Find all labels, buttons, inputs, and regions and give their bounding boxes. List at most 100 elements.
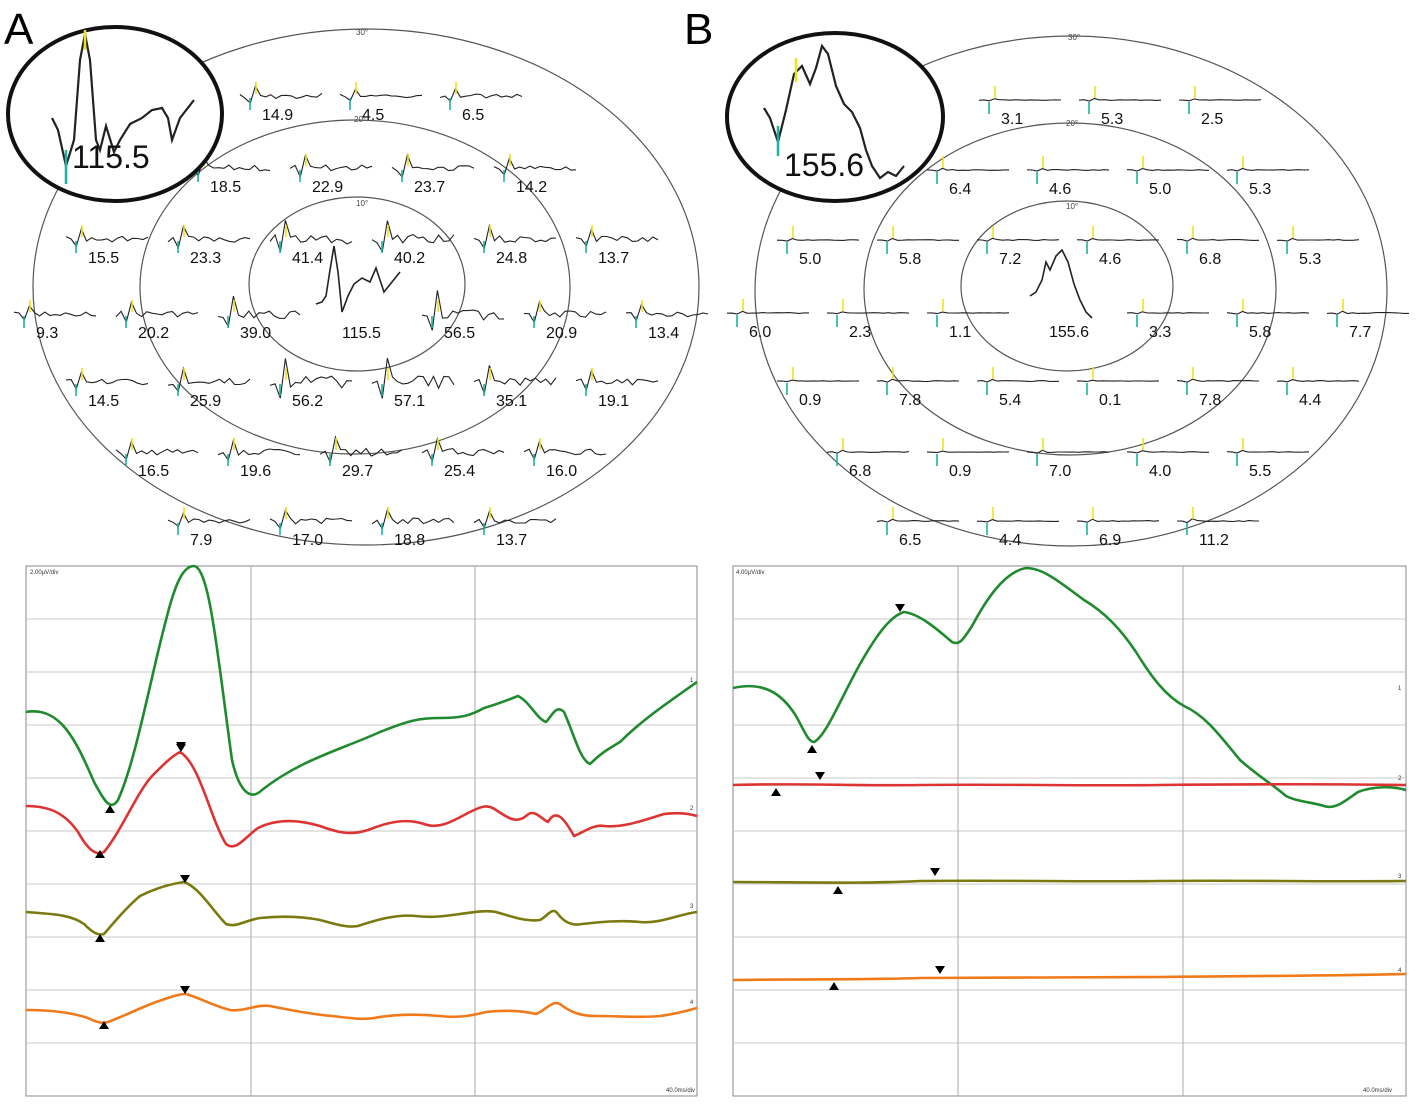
response-value: 4.4 <box>999 532 1021 549</box>
response-cell: 15.5 <box>65 225 149 267</box>
response-value: 5.3 <box>1101 111 1123 128</box>
response-cell: 6.8 <box>826 438 910 480</box>
response-value: 35.1 <box>496 393 527 410</box>
response-waveform <box>13 304 97 321</box>
response-waveform <box>1277 237 1360 242</box>
response-value: 4.5 <box>362 107 384 124</box>
response-waveform <box>115 300 199 324</box>
time-scale: 40.0ms/div <box>1363 1088 1392 1094</box>
response-value: 5.0 <box>799 251 821 268</box>
panel-b-field-map: 30° 20° 10° 3.1 5.3 2.5 6.4 4.6 5.0 5.3 5.0 5.8 7… <box>726 33 1409 549</box>
trough-marker <box>807 745 817 753</box>
response-value: 13.4 <box>648 325 679 342</box>
response-waveform <box>473 509 557 530</box>
ring-label-30: 30° <box>1068 33 1080 42</box>
response-value: 11.2 <box>1199 532 1229 549</box>
response-cell: 7.0 <box>1026 438 1110 480</box>
response-waveform <box>167 511 251 528</box>
response-cell: 11.2 <box>1176 507 1260 549</box>
response-value: 18.5 <box>210 179 241 196</box>
response-value: 4.6 <box>1049 181 1071 198</box>
response-cell: 4.6 <box>1077 226 1160 268</box>
response-waveform <box>1029 248 1093 319</box>
response-value: 115.5 <box>342 325 381 342</box>
ring-20deg <box>863 122 1277 456</box>
response-waveform <box>1076 379 1160 383</box>
response-value: 5.4 <box>999 392 1021 409</box>
trough-marker <box>95 934 105 942</box>
response-cell: 7.9 <box>167 507 251 549</box>
response-waveform <box>1226 449 1310 454</box>
response-cell: 5.4 <box>976 367 1060 409</box>
response-cell: 56.2 <box>269 358 353 410</box>
response-waveform <box>1177 237 1260 242</box>
response-waveform <box>319 435 403 465</box>
response-waveform <box>1176 378 1260 383</box>
response-value: 16.5 <box>138 463 169 480</box>
response-value: 7.0 <box>1049 463 1071 480</box>
response-value: 20.2 <box>138 325 169 342</box>
response-value: 22.9 <box>312 179 343 196</box>
response-value: 14.9 <box>262 107 293 124</box>
response-value: 9.3 <box>36 325 58 342</box>
response-cell: 6.4 <box>926 156 1009 198</box>
response-waveform <box>167 366 251 393</box>
response-cell: 5.8 <box>877 226 959 268</box>
response-waveform <box>339 88 423 102</box>
panel-a: A 30° 20° 10° 14.9 4.5 6.5 18.5 22.9 23.7 14.2… <box>4 5 709 1097</box>
ring-20deg <box>139 119 571 455</box>
response-waveform <box>1276 379 1360 383</box>
zoom-bubble-waveform <box>763 43 905 180</box>
response-cell: 2.5 <box>1178 86 1262 128</box>
response-cell: 5.3 <box>1078 86 1162 128</box>
response-cell: 13.4 <box>625 300 709 342</box>
response-waveform <box>421 290 505 331</box>
panel-a-zoom-bubble: 115.5 <box>6 25 224 203</box>
response-waveform <box>1176 518 1260 524</box>
response-value: 0.9 <box>799 392 821 409</box>
response-waveform <box>269 220 353 253</box>
response-waveform <box>926 167 1009 172</box>
response-waveform <box>391 153 475 179</box>
response-cell: 14.5 <box>65 368 149 410</box>
response-cell: 41.4 <box>269 220 353 267</box>
response-waveform <box>978 98 1062 102</box>
response-value: 6.8 <box>849 463 871 480</box>
panel-b: B 30° 20° 10° 3.1 5.3 2.5 6.4 4.6 5.0 5.3 5.0 5.… <box>684 5 1409 1097</box>
ring-label-10: 10° <box>356 199 368 208</box>
response-waveform <box>315 245 401 313</box>
response-cell: 6.8 <box>1177 226 1260 268</box>
response-value: 5.0 <box>1149 181 1171 198</box>
response-cell: 25.9 <box>167 366 251 410</box>
response-cell: 5.3 <box>1277 226 1360 268</box>
response-value: 23.3 <box>190 250 221 267</box>
response-waveform <box>371 508 455 531</box>
response-cell: 7.7 <box>1326 299 1409 341</box>
response-cell: 17.0 <box>269 507 353 549</box>
response-cell: 7.8 <box>1176 367 1260 409</box>
response-cell: 5.0 <box>776 226 860 268</box>
response-value: 4.4 <box>1299 392 1321 409</box>
response-value: 5.8 <box>1249 324 1271 341</box>
response-waveform <box>976 378 1060 383</box>
ring-label-30: 30° <box>356 28 368 37</box>
trace-grid <box>733 566 1406 1096</box>
response-cell: 57.1 <box>371 358 455 410</box>
response-value: 7.8 <box>1199 392 1221 409</box>
peak-marker <box>895 604 905 612</box>
response-value: 18.8 <box>394 532 425 549</box>
response-waveform <box>876 378 960 383</box>
response-cell: 5.5 <box>1226 438 1310 480</box>
response-waveform <box>877 237 959 242</box>
response-waveform <box>269 358 353 399</box>
response-waveform <box>826 449 910 454</box>
response-cell: 3.3 <box>1126 299 1210 341</box>
response-waveform <box>876 518 960 523</box>
response-value: 20.9 <box>546 325 577 342</box>
response-value: 7.2 <box>999 251 1021 268</box>
peak-marker <box>180 986 190 994</box>
response-waveform <box>776 379 860 383</box>
trace-number: 2 <box>1398 776 1402 782</box>
response-waveform <box>65 370 149 391</box>
response-cell: 7.8 <box>876 367 960 409</box>
